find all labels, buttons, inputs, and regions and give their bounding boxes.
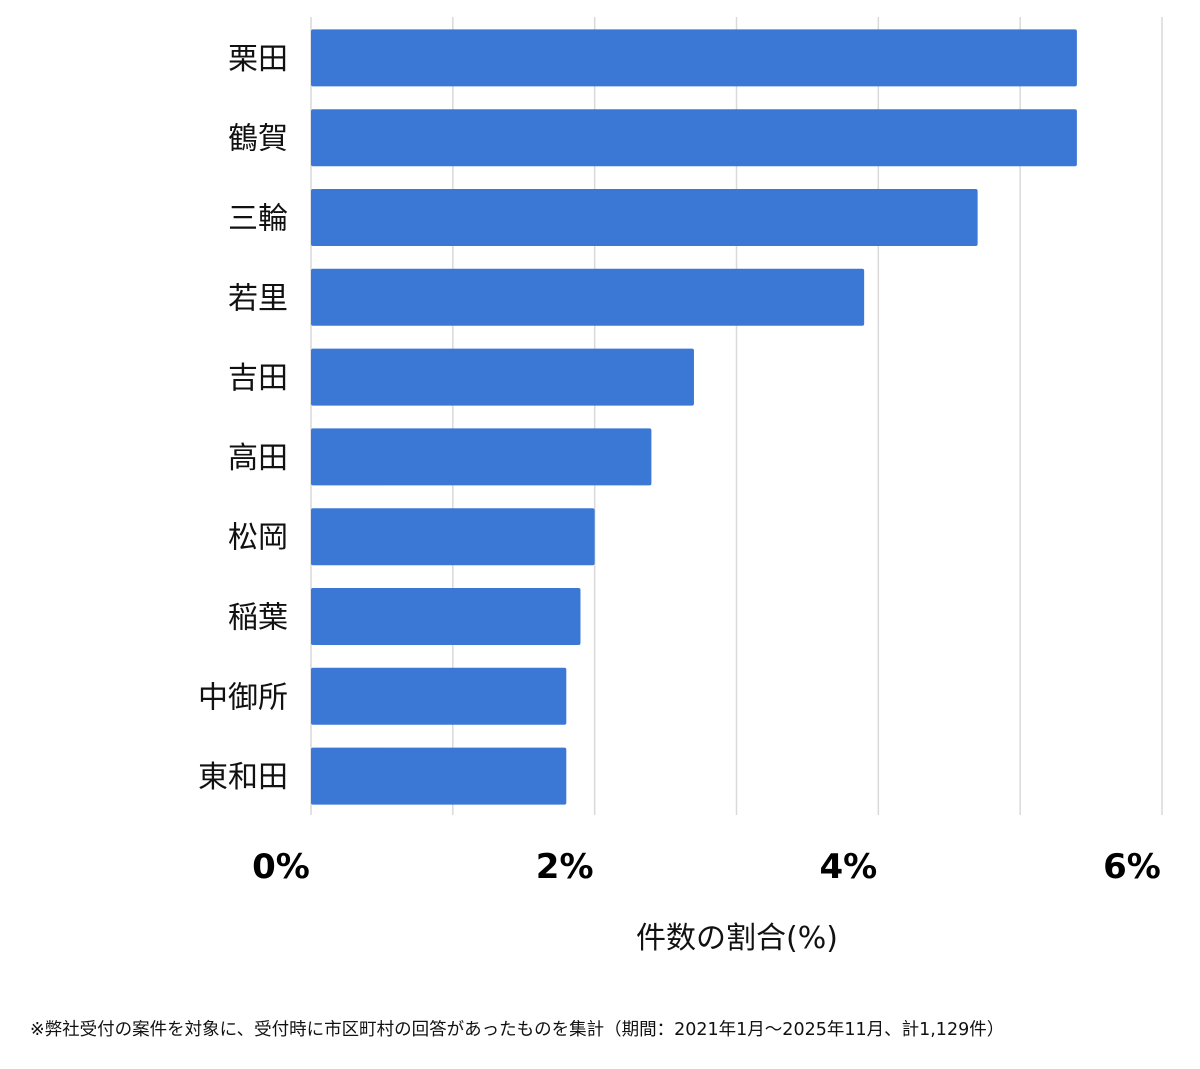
category-label-5: 高田 <box>228 441 288 476</box>
bars <box>311 29 1077 805</box>
category-label-0: 栗田 <box>228 42 288 77</box>
category-label-6: 松岡 <box>228 521 288 556</box>
x-tick-labels: 0% 2% 4% 6% <box>252 847 1161 887</box>
bar-4[interactable] <box>311 348 694 406</box>
bar-9[interactable] <box>311 747 567 805</box>
bar-8[interactable] <box>311 667 567 725</box>
bar-6[interactable] <box>311 508 595 566</box>
category-label-3: 若里 <box>228 281 288 316</box>
x-tick-label-2: 4% <box>819 847 877 887</box>
category-label-2: 三輪 <box>228 202 288 237</box>
category-label-7: 稲葉 <box>228 601 288 636</box>
x-axis-title: 件数の割合(%) <box>636 921 838 956</box>
x-tick-label-1: 2% <box>536 847 594 887</box>
x-tick-label-3: 6% <box>1103 847 1161 887</box>
bar-2[interactable] <box>311 189 978 246</box>
footnote: ※弊社受付の案件を対象に、受付時に市区町村の回答があったものを集計（期間：202… <box>30 1020 1005 1040</box>
bar-3[interactable] <box>311 268 865 326</box>
bar-0[interactable] <box>311 29 1077 87</box>
category-label-4: 吉田 <box>228 361 288 396</box>
bar-7[interactable] <box>311 588 581 645</box>
category-label-8: 中御所 <box>198 680 288 715</box>
bar-5[interactable] <box>311 428 652 486</box>
category-label-9: 東和田 <box>198 760 288 795</box>
bar-1[interactable] <box>311 109 1077 167</box>
category-label-1: 鶴賀 <box>228 122 288 157</box>
x-tick-label-0: 0% <box>252 847 310 887</box>
